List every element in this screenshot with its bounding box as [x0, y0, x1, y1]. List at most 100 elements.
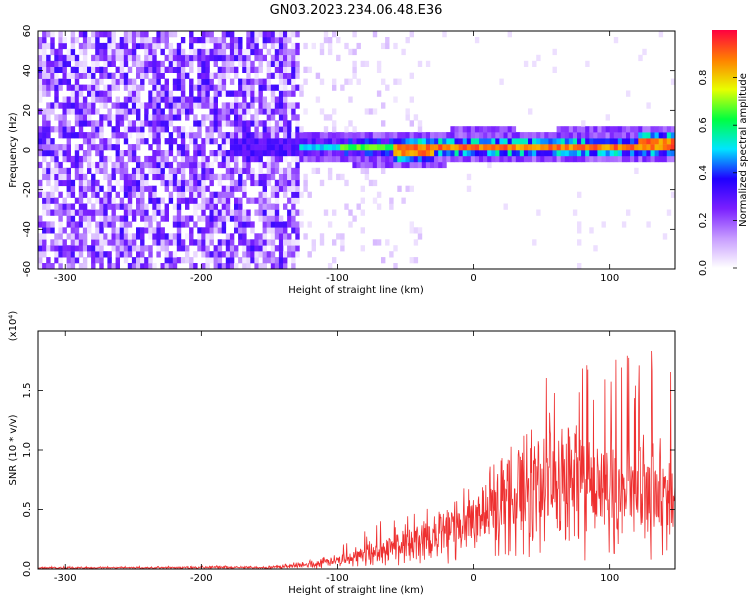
- heatmap-cell: [242, 48, 247, 56]
- heatmap-cell: [242, 108, 247, 115]
- heatmap-cell: [54, 233, 59, 240]
- heatmap-cell: [270, 114, 276, 121]
- heatmap-cell: [54, 90, 59, 97]
- heatmap-cell: [95, 96, 100, 103]
- heatmap-cell: [46, 132, 51, 139]
- heatmap-cell: [164, 233, 169, 240]
- heatmap-cell: [466, 138, 472, 145]
- heatmap-cell: [225, 132, 231, 139]
- heatmap-cell: [119, 114, 125, 121]
- heatmap-cell: [87, 37, 92, 44]
- heatmap-cell: [246, 102, 251, 109]
- heatmap-cell: [434, 150, 439, 157]
- heatmap-cell: [111, 173, 116, 181]
- heatmap-cell: [46, 173, 51, 181]
- heatmap-cell: [185, 203, 190, 210]
- heatmap-cell: [82, 31, 88, 38]
- heatmap-cell: [421, 150, 427, 157]
- heatmap-cell: [307, 251, 312, 258]
- heatmap-cell: [258, 138, 263, 145]
- heatmap-cell: [234, 215, 239, 222]
- heatmap-cell: [234, 227, 239, 234]
- heatmap-cell: [291, 167, 296, 174]
- heatmap-cell: [225, 167, 231, 174]
- heatmap-cell: [217, 215, 223, 222]
- heatmap-cell: [197, 185, 202, 192]
- heatmap-cell: [299, 90, 304, 97]
- heatmap-cell: [417, 120, 423, 127]
- heatmap-cell: [213, 48, 218, 56]
- heatmap-cell: [66, 263, 71, 270]
- heatmap-cell: [613, 138, 619, 145]
- heatmap-cell: [131, 126, 137, 133]
- heatmap-cell: [62, 102, 67, 109]
- heatmap-cell: [344, 144, 349, 151]
- heatmap-cell: [217, 48, 223, 56]
- heatmap-cell: [38, 78, 43, 85]
- heatmap-cell: [238, 84, 243, 91]
- heatmap-cell: [291, 209, 296, 216]
- heatmap-cell: [278, 31, 284, 38]
- heatmap-cell: [87, 251, 92, 258]
- heatmap-cell: [564, 150, 570, 157]
- heatmap-cell: [91, 251, 96, 258]
- heatmap-cell: [107, 37, 112, 44]
- heatmap-cell: [221, 42, 227, 50]
- heatmap-cell: [58, 42, 63, 50]
- heatmap-cell: [87, 138, 92, 145]
- heatmap-cell: [82, 120, 88, 127]
- heatmap-cell: [536, 150, 541, 157]
- heatmap-cell: [552, 138, 557, 145]
- heatmap-cell: [152, 108, 157, 115]
- heatmap-cell: [376, 144, 382, 151]
- heatmap-cell: [266, 197, 272, 204]
- heatmap-cell: [495, 138, 500, 145]
- heatmap-cell: [536, 138, 541, 145]
- heatmap-cell: [123, 251, 129, 258]
- heatmap-cell: [487, 144, 492, 151]
- heatmap-cell: [258, 90, 263, 97]
- heatmap-cell: [38, 54, 43, 62]
- heatmap-cell: [62, 144, 67, 151]
- heatmap-cell: [201, 173, 206, 181]
- heatmap-cell: [115, 78, 120, 85]
- heatmap-cell: [278, 84, 284, 91]
- heatmap-cell: [360, 155, 365, 163]
- heatmap-cell: [180, 78, 186, 85]
- heatmap-cell: [168, 42, 174, 50]
- heatmap-cell: [552, 150, 557, 157]
- heatmap-cell: [340, 138, 345, 145]
- heatmap-cell: [332, 78, 337, 85]
- heatmap-cell: [58, 54, 63, 62]
- heatmap-cell: [185, 251, 190, 258]
- heatmap-cell: [185, 96, 190, 103]
- heatmap-cell: [164, 155, 169, 163]
- heatmap-cell: [144, 108, 149, 115]
- heatmap-cell: [442, 132, 447, 139]
- heatmap-cell: [491, 126, 496, 133]
- heatmap-cell: [91, 138, 96, 145]
- heatmap-cell: [626, 150, 631, 157]
- heatmap-cell: [123, 227, 129, 234]
- heatmap-cell: [262, 239, 267, 246]
- heatmap-cell: [221, 191, 227, 198]
- heatmap-cell: [295, 66, 300, 73]
- heatmap-cell: [91, 66, 96, 73]
- heatmap-cell: [278, 251, 284, 258]
- heatmap-cell: [466, 155, 472, 163]
- heatmap-cell: [193, 239, 198, 246]
- heatmap-cell: [360, 209, 365, 216]
- heatmap-cell: [107, 138, 112, 145]
- heatmap-cell: [381, 257, 386, 264]
- heatmap-cell: [156, 245, 161, 252]
- heatmap-cell: [148, 245, 153, 252]
- heatmap-cell: [213, 263, 218, 270]
- heatmap-cell: [274, 126, 280, 133]
- heatmap-cell: [242, 155, 247, 163]
- heatmap-cell: [180, 37, 186, 44]
- heatmap-cell: [393, 144, 398, 151]
- heatmap-cell: [381, 102, 386, 109]
- heatmap-cell: [670, 155, 676, 163]
- y-tick-label: -60: [22, 261, 33, 277]
- heatmap-cell: [274, 257, 280, 264]
